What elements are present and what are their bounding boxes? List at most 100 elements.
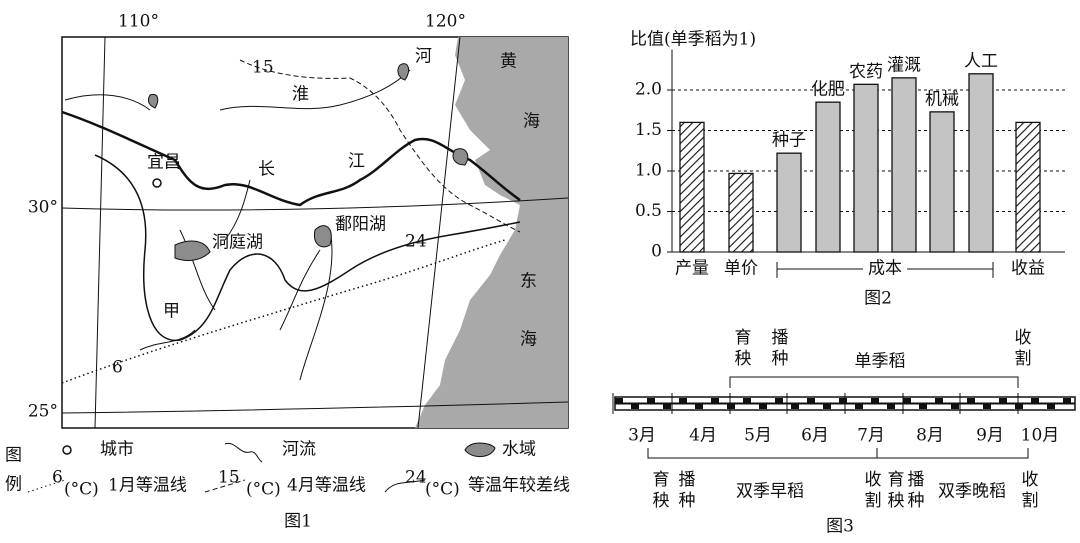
month-label: 4月 <box>689 426 717 446</box>
time-bar-segment <box>871 398 879 404</box>
lake <box>147 63 469 261</box>
time-bar-segment <box>855 403 863 409</box>
category-label: 种子 <box>772 131 806 151</box>
place-label: 黄 <box>500 52 517 72</box>
time-bar-segment <box>1031 398 1039 404</box>
bracket <box>647 448 1029 459</box>
legend-num: 6 <box>52 468 63 488</box>
time-bar-segment <box>807 398 815 404</box>
meridian-label: 110° <box>118 12 159 32</box>
y-tick-label: 1.5 <box>635 120 662 140</box>
time-bar-segment <box>823 403 831 409</box>
isoline-label: 24 <box>405 232 427 252</box>
time-bar-segment <box>935 398 943 404</box>
category-label: 产量 <box>675 259 709 279</box>
legend-num: 15 <box>218 468 240 488</box>
time-bar-segment <box>759 403 767 409</box>
map: 110° 120° 30° 25° 淮 河 长 江 黄 海 东 海 宜昌 洞庭湖… <box>5 12 570 532</box>
time-bar-segment <box>631 403 639 409</box>
y-tick-label: 0.5 <box>635 201 662 221</box>
time-bar-segment <box>695 403 703 409</box>
stage: 收割 <box>1011 328 1031 370</box>
legend-label: 等温年较差线 <box>468 476 570 496</box>
legend-label: 4月等温线 <box>287 476 366 496</box>
crop: 双季早稻 <box>736 482 804 502</box>
place-label: 洞庭湖 <box>212 233 263 253</box>
month-label: 6月 <box>801 426 829 446</box>
place-label: 淮 <box>292 85 309 105</box>
stage: 育秧 <box>731 328 752 370</box>
y-tick-label: 0 <box>651 242 662 262</box>
month-label: 3月 <box>628 426 656 446</box>
legend-unit: (°C) <box>246 480 281 500</box>
category-label: 机械 <box>925 89 959 109</box>
legend-unit: (°C) <box>64 480 99 500</box>
category-label: 化肥 <box>811 80 845 100</box>
bar <box>891 77 917 253</box>
category-label: 人工 <box>964 51 998 71</box>
crop: 单季稻 <box>855 352 906 372</box>
time-bar-segment <box>919 403 927 409</box>
time-bar-segment <box>1063 398 1071 404</box>
legend-label: 城市 <box>100 440 134 460</box>
time-bar-segment <box>647 398 655 404</box>
time-bar-segment <box>903 398 911 404</box>
legend-title: 图 <box>5 446 22 466</box>
time-bar-segment <box>951 403 959 409</box>
category-label: 收益 <box>1011 259 1045 279</box>
group-label-bg <box>863 259 907 279</box>
category-label: 农药 <box>849 62 883 82</box>
legend-river <box>224 442 263 463</box>
y-tick-label: 1.0 <box>635 161 662 181</box>
caption: 图3 <box>826 517 854 537</box>
stage: 育秧 <box>649 470 670 512</box>
y-tick-label: 2.0 <box>635 80 662 100</box>
time-bar-segment <box>839 398 847 404</box>
place-label: 长 <box>258 160 275 180</box>
bar <box>853 83 879 253</box>
caption: 图2 <box>864 289 892 309</box>
city <box>152 178 162 188</box>
bar <box>929 111 955 253</box>
time-bar-segment <box>983 403 991 409</box>
month-label: 9月 <box>976 426 1004 446</box>
legend-title: 例 <box>5 475 22 495</box>
meridian-label: 120° <box>425 12 466 32</box>
range-isoline <box>94 154 521 341</box>
legend-num: 24 <box>405 468 427 488</box>
time-bar-segment <box>791 403 799 409</box>
time-bar-segment <box>743 398 751 404</box>
sea <box>415 37 568 428</box>
parallel <box>61 197 569 414</box>
caption: 图1 <box>284 512 312 532</box>
legend-jan <box>27 479 66 493</box>
place-label: 海 <box>523 112 540 132</box>
parallel-label: 30° <box>28 198 58 218</box>
time-bar-segment <box>1015 403 1023 409</box>
bar <box>728 172 754 253</box>
bar <box>815 101 841 253</box>
stage: 收割 <box>861 470 881 512</box>
group-label: 成本 <box>868 259 902 279</box>
time-bar-segment <box>663 403 671 409</box>
bracket <box>729 376 1019 388</box>
place-label: 鄱阳湖 <box>335 215 386 235</box>
stage: 播种 <box>675 470 696 512</box>
place-label: 宜昌 <box>147 153 181 173</box>
place-label: 海 <box>520 330 537 350</box>
month-label: 5月 <box>744 426 772 446</box>
bar <box>1015 121 1041 253</box>
legend-label: 1月等温线 <box>108 476 187 496</box>
isoline-label: 6 <box>112 358 123 378</box>
time-bar-segment <box>887 403 895 409</box>
place-label: 甲 <box>163 302 180 322</box>
time-bar-segment <box>1047 403 1055 409</box>
bar <box>776 152 802 253</box>
isoline-label: 15 <box>252 58 274 78</box>
category-label: 单价 <box>724 259 758 279</box>
legend-range <box>384 479 426 493</box>
time-bar-segment <box>615 398 623 404</box>
